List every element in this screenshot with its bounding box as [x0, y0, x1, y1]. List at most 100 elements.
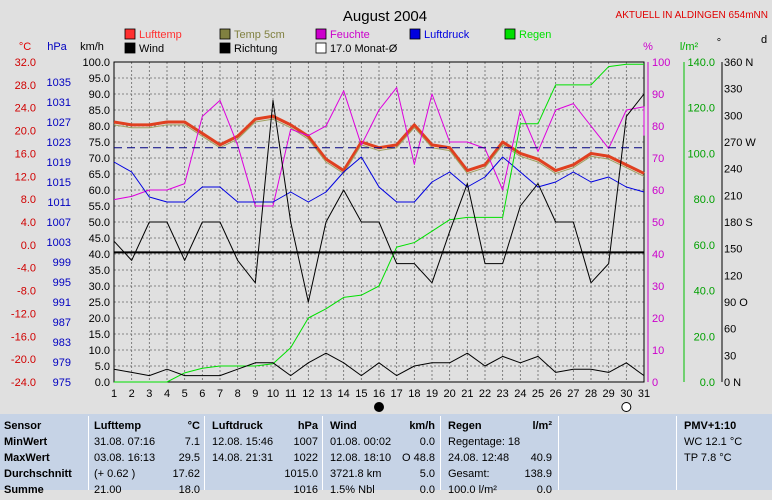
axis-tick-direction: 270 W — [724, 137, 756, 149]
stats-wind-min-time: 01.08. 00:02 — [330, 436, 392, 448]
x-tick-label: 20 — [444, 388, 456, 400]
stats-label-min: MinWert — [4, 436, 48, 448]
x-tick-label: 16 — [373, 388, 385, 400]
axis-tick-wind: 55.0 — [89, 201, 110, 213]
axis-tick-pressure: 1019 — [47, 157, 71, 169]
stats-wind-extra-label: 1.5% Nbl — [330, 484, 375, 496]
axis-tick-humidity: 10 — [652, 345, 664, 357]
axis-tick-pressure: 979 — [53, 357, 71, 369]
axis-tick-direction: 60 — [724, 324, 736, 336]
stats-regen-days: Regentage: 18 — [448, 436, 521, 448]
axis-tick-humidity: 60 — [652, 185, 664, 197]
legend-label: Luftdruck — [424, 29, 470, 41]
x-tick-label: 28 — [585, 388, 597, 400]
axis-tick-pressure: 1023 — [47, 137, 71, 149]
axis-tick-temp: 20.0 — [15, 126, 36, 138]
stats-luftdruck-max-value: 1022 — [293, 452, 318, 464]
axis-tick-rain: 140.0 — [687, 57, 715, 69]
axis-tick-wind: 90.0 — [89, 89, 110, 101]
stats-regen-extra-label: 100.0 l/m² — [448, 484, 497, 496]
stats-lufttemp-avg-value: 17.62 — [172, 468, 200, 480]
axis-tick-pressure: 1015 — [47, 177, 71, 189]
x-axis: 1 2 3 4 5 6 7 8 9 10 11 12 13 14 15 16 17 18 19 20 21 22 23 24 2… — [111, 388, 650, 412]
axis-tick-temp: 12.0 — [15, 171, 36, 183]
stats-pmv-windchill: WC 12.1 °C — [684, 436, 743, 448]
legend-label: Richtung — [234, 43, 277, 55]
axis-tick-temp: 4.0 — [21, 217, 36, 229]
axis-tick-wind: 70.0 — [89, 153, 110, 165]
stats-lufttemp-max-value: 29.5 — [178, 452, 200, 464]
x-tick-label: 12 — [302, 388, 314, 400]
series-temp-5cm — [113, 118, 645, 177]
axis-tick-humidity: 100 — [652, 57, 670, 69]
axis-tick-pressure: 983 — [53, 337, 71, 349]
x-tick-label: 8 — [235, 388, 241, 400]
legend-swatch — [219, 42, 231, 54]
stats-lufttemp-avg-delta: (+ 0.62 ) — [94, 468, 136, 480]
x-tick-label: 27 — [567, 388, 579, 400]
axis-tick-humidity: 90 — [652, 89, 664, 101]
legend-label: Temp 5cm — [234, 29, 285, 41]
unit-direction: ° — [717, 37, 721, 49]
stats-lufttemp-unit: °C — [187, 420, 200, 432]
legend-swatch — [124, 42, 136, 54]
stats-regen-max-value: 40.9 — [530, 452, 552, 464]
x-tick-label: 10 — [267, 388, 279, 400]
axis-tick-rain: 80.0 — [694, 194, 715, 206]
stats-sensor-column: Sensor MinWert MaxWert Durchschnitt Summ… — [4, 414, 84, 496]
series-regen — [114, 63, 644, 383]
axis-tick-humidity: 20 — [652, 313, 664, 325]
grid — [113, 61, 645, 383]
axis-tick-wind: 10.0 — [89, 345, 110, 357]
axis-tick-rain: 120.0 — [687, 103, 715, 115]
axis-tick-temp: 16.0 — [15, 148, 36, 160]
stats-label-avg: Durchschnitt — [4, 468, 72, 480]
axis-tick-rain: 60.0 — [694, 240, 715, 252]
axis-tick-pressure: 995 — [53, 277, 71, 289]
full-moon-marker — [621, 402, 632, 412]
stats-lufttemp-column: Lufttemp °C 31.08. 07:16 7.1 03.08. 16:13 2… — [94, 414, 200, 496]
axis-tick-humidity: 50 — [652, 217, 664, 229]
legend-label: Regen — [519, 29, 551, 41]
x-tick-label: 29 — [603, 388, 615, 400]
axis-tick-temp: -8.0 — [17, 286, 36, 298]
stats-wind-min-value: 0.0 — [419, 436, 435, 448]
axis-tick-humidity: 30 — [652, 281, 664, 293]
x-tick-label: 2 — [129, 388, 135, 400]
statistics-panel: Sensor MinWert MaxWert Durchschnitt Summ… — [0, 414, 772, 496]
x-tick-label: 31 — [638, 388, 650, 400]
stats-label-max: MaxWert — [4, 452, 50, 464]
x-tick-label: 26 — [550, 388, 562, 400]
stats-lufttemp-min-time: 31.08. 07:16 — [94, 436, 156, 448]
x-tick-label: 5 — [182, 388, 188, 400]
axis-tick-pressure: 1031 — [47, 97, 71, 109]
axis-tick-temp: 28.0 — [15, 80, 36, 92]
axis-tick-temp: 0.0 — [21, 240, 36, 252]
axis-tick-wind: 95.0 — [89, 73, 110, 85]
axis-tick-wind: 40.0 — [89, 249, 110, 261]
series-wind — [113, 93, 645, 303]
station-label: AKTUELL IN ALDINGEN 654mNN — [616, 10, 768, 21]
legend-label: Feuchte — [330, 29, 370, 41]
axis-tick-humidity: 80 — [652, 121, 664, 133]
x-tick-label: 3 — [146, 388, 152, 400]
axis-tick-pressure: 987 — [53, 317, 71, 329]
legend-swatch — [315, 42, 327, 54]
stats-pmv-title: PMV+1:10 — [684, 420, 737, 432]
stats-wind-unit: km/h — [409, 420, 435, 432]
axis-tick-pressure: 999 — [53, 257, 71, 269]
axis-tick-direction: 300 — [724, 110, 742, 122]
x-tick-label: 19 — [426, 388, 438, 400]
axis-tick-temp: -4.0 — [17, 263, 36, 275]
legend-label: 17.0 Monat-Ø — [330, 43, 398, 55]
stats-regen-extra-value: 0.0 — [536, 484, 552, 496]
axis-tick-direction: 0 N — [724, 377, 741, 389]
axis-tick-wind: 65.0 — [89, 169, 110, 181]
stats-wind-distance: 3721.8 km — [330, 468, 382, 480]
axis-tick-direction: 210 — [724, 190, 742, 202]
axis-tick-rain: 0.0 — [700, 377, 715, 389]
stats-regen-title: Regen — [448, 420, 482, 432]
unit-pressure: hPa — [47, 41, 67, 53]
x-tick-label: 23 — [497, 388, 509, 400]
stats-regen-column: Regen l/m² Regentage: 18 24.08. 12:48 40.9… — [448, 414, 552, 496]
